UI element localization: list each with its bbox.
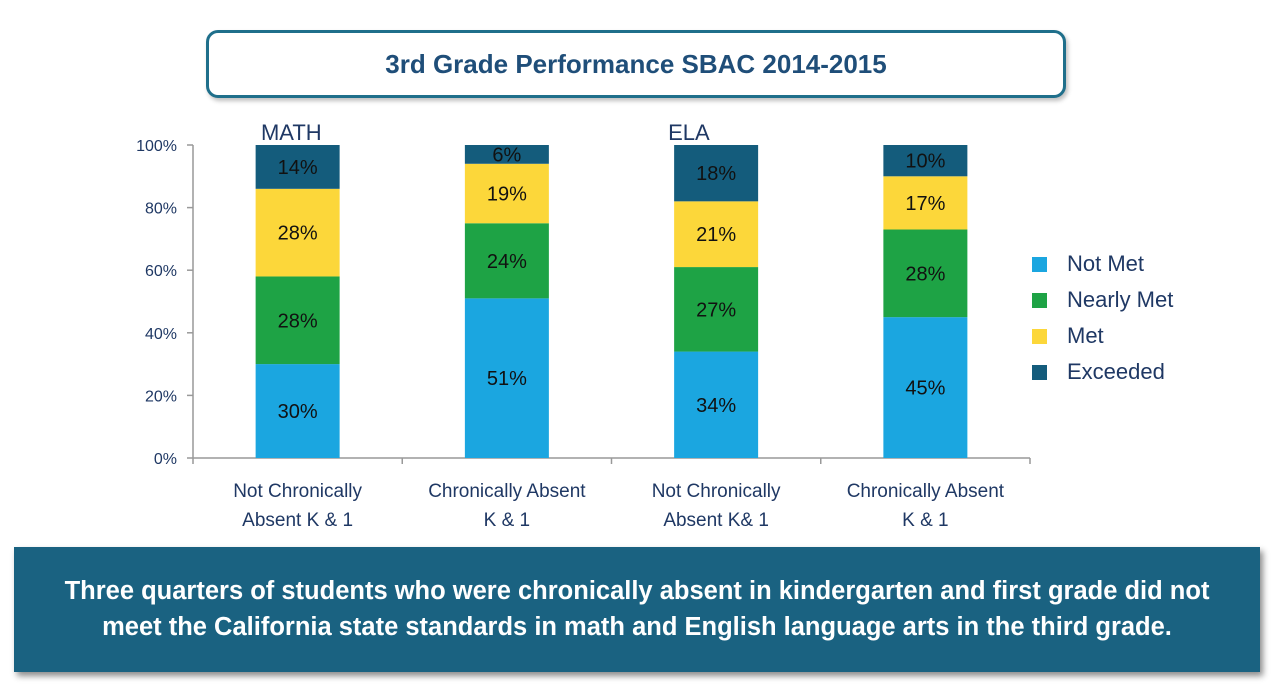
data-label: 30% — [278, 401, 318, 423]
legend-item: Nearly Met — [1032, 282, 1173, 318]
data-label: 34% — [696, 395, 736, 417]
data-label: 28% — [278, 310, 318, 332]
bar-nearly-met — [883, 229, 968, 318]
legend-swatch — [1032, 328, 1047, 344]
legend-label: Nearly Met — [1067, 287, 1174, 312]
group-label-math: MATH — [261, 120, 322, 145]
data-label: 6% — [492, 144, 521, 166]
bar-not-met — [464, 298, 549, 458]
legend-item: Not Met — [1032, 246, 1173, 282]
category-label: Not Chronically — [233, 481, 362, 502]
data-label: 28% — [905, 263, 945, 285]
y-tick-label: 20% — [145, 388, 177, 405]
bar-nearly-met — [464, 223, 549, 299]
bar-exceeded — [464, 145, 549, 164]
y-tick-label: 80% — [145, 201, 177, 218]
legend-label: Not Met — [1067, 251, 1145, 276]
data-label: 10% — [905, 151, 945, 173]
bar-not-met — [674, 351, 759, 458]
data-label: 18% — [696, 163, 736, 185]
data-label: 45% — [905, 378, 945, 400]
bar-exceeded — [255, 145, 340, 189]
data-label: 17% — [905, 193, 945, 215]
stacked-bar-chart: 0% 20% 40% 60% 80% 100% 30% 28% 28% 14% Not Chroni… — [136, 120, 1031, 531]
y-tick-label: 40% — [145, 326, 177, 343]
bar-nearly-met — [255, 276, 340, 365]
y-tick-label: 60% — [145, 263, 177, 280]
category-label: Chronically Absent — [847, 481, 1005, 502]
y-tick-label: 100% — [136, 138, 177, 155]
group-label-ela: ELA — [668, 120, 710, 145]
chart-title: 3rd Grade Performance SBAC 2014-2015 — [385, 48, 887, 79]
data-label: 14% — [278, 157, 318, 179]
chart-legend: Not Met Nearly Met Met Exceeded — [1032, 246, 1173, 390]
data-label: 19% — [487, 184, 527, 206]
bar-met — [883, 176, 968, 230]
legend-item: Exceeded — [1032, 354, 1173, 390]
data-label: 27% — [696, 299, 736, 321]
legend-swatch — [1032, 256, 1047, 272]
bar-met — [464, 163, 549, 224]
bar-not-met — [255, 364, 340, 458]
category-label: Absent K & 1 — [242, 510, 353, 531]
bar-exceeded — [674, 145, 759, 202]
y-tick-label: 0% — [154, 451, 177, 468]
bar-nearly-met — [674, 267, 759, 352]
data-label: 21% — [696, 224, 736, 246]
category-label: Chronically Absent — [428, 481, 586, 502]
data-label: 24% — [487, 251, 527, 273]
category-label: Not Chronically — [652, 481, 781, 502]
chart-title-box: 3rd Grade Performance SBAC 2014-2015 — [206, 30, 1066, 98]
bar-met — [674, 201, 759, 268]
bar-not-met — [883, 317, 968, 458]
summary-text: Three quarters of students who were chro… — [64, 576, 1210, 641]
bar-met — [255, 188, 340, 277]
data-label: 28% — [278, 223, 318, 245]
bar-exceeded — [883, 145, 968, 177]
legend-item: Met — [1032, 318, 1173, 354]
category-label: Absent K& 1 — [663, 510, 769, 531]
category-label: K & 1 — [902, 510, 948, 531]
data-label: 51% — [487, 368, 527, 390]
summary-banner: Three quarters of students who were chro… — [14, 547, 1260, 672]
legend-label: Met — [1067, 323, 1104, 348]
legend-label: Exceeded — [1067, 359, 1165, 384]
legend-swatch — [1032, 292, 1047, 308]
legend-swatch — [1032, 364, 1047, 380]
category-label: K & 1 — [484, 510, 530, 531]
